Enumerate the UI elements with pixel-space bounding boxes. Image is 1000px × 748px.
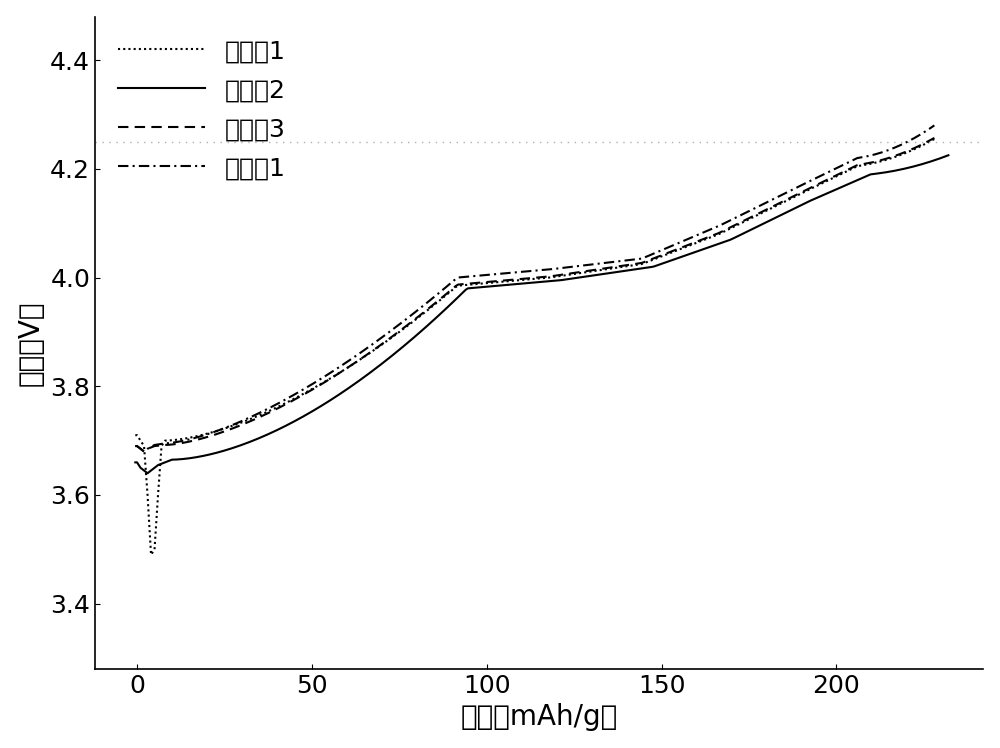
- 比较例2: [942, 151, 954, 160]
- 比较例3: [355, 354, 367, 363]
- 比较例3: [452, 280, 464, 289]
- 比较例2: [411, 331, 423, 340]
- 比较例2: [424, 319, 436, 328]
- 比较例3: [419, 307, 431, 316]
- 比较例2: [900, 164, 912, 173]
- Line: 比较例1: 比较例1: [135, 139, 934, 555]
- 比较例1: [129, 431, 141, 440]
- 实施例1: [419, 300, 431, 309]
- 实施例1: [452, 273, 464, 282]
- 实施例1: [928, 121, 940, 130]
- 比较例2: [142, 469, 154, 478]
- 比较例1: [402, 322, 414, 331]
- 比较例2: [384, 353, 396, 362]
- Y-axis label: 电压（V）: 电压（V）: [17, 300, 45, 385]
- Line: 实施例1: 实施例1: [135, 126, 934, 452]
- Line: 比较例3: 比较例3: [135, 138, 934, 452]
- Legend: 比较例1, 比较例2, 比较例3, 实施例1: 比较例1, 比较例2, 比较例3, 实施例1: [108, 29, 296, 190]
- 实施例1: [129, 441, 141, 450]
- X-axis label: 容量（mAh/g）: 容量（mAh/g）: [461, 703, 618, 732]
- 比较例3: [129, 441, 141, 450]
- 比较例2: [129, 458, 141, 467]
- Line: 比较例2: 比较例2: [135, 156, 948, 473]
- 比较例1: [375, 340, 387, 349]
- 比较例3: [928, 133, 940, 142]
- 比较例2: [495, 281, 507, 290]
- 比较例1: [236, 418, 248, 427]
- 比较例3: [324, 374, 336, 383]
- 实施例1: [219, 423, 231, 432]
- 实施例1: [324, 368, 336, 377]
- 实施例1: [569, 262, 581, 271]
- 实施例1: [355, 348, 367, 357]
- 比较例1: [145, 551, 157, 560]
- 实施例1: [138, 447, 150, 456]
- 比较例2: [244, 438, 256, 447]
- 比较例1: [928, 135, 940, 144]
- 比较例1: [415, 311, 427, 320]
- 比较例3: [569, 269, 581, 278]
- 比较例3: [219, 427, 231, 436]
- 比较例3: [138, 447, 150, 456]
- 比较例1: [485, 278, 497, 287]
- 比较例1: [886, 153, 898, 162]
